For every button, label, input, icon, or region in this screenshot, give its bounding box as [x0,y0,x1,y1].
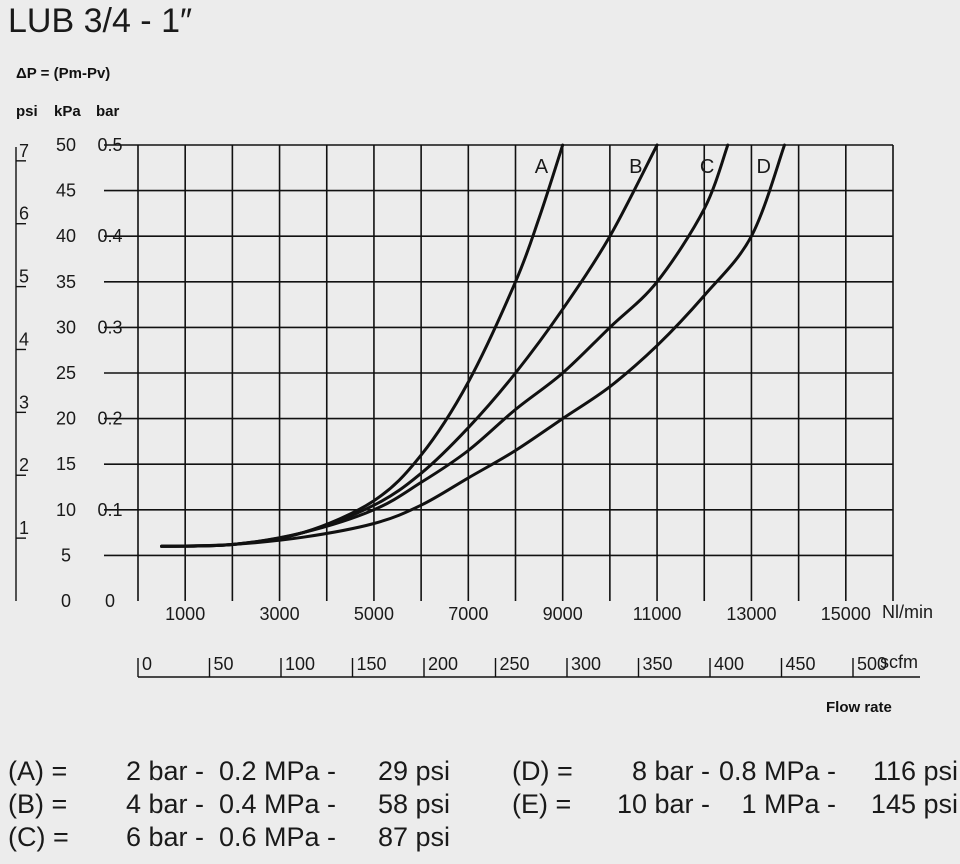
chart-title: LUB 3/4 - 1″ [8,2,192,40]
bar-tick-label: 0 [105,591,115,611]
x-tick-label: 15000 [821,604,871,624]
kpa-tick-label: 35 [56,272,76,292]
x-tick-label: 11000 [633,604,682,624]
series-d-label: D [756,156,770,178]
series-c-curve [160,143,730,548]
legend-psi-value: 29 psi [378,756,450,786]
legend-key: (A) = [8,756,67,786]
scfm-tick-label: 400 [714,654,744,674]
legend-key: (C) = [8,822,69,852]
legend-mpa-value: 1 MPa - [741,789,836,819]
pressure-legend: (A) = 2 bar - 0.2 MPa - 29 psi (B) = 4 bar - 0… [8,756,958,852]
kpa-tick-label: 0 [61,591,71,611]
scfm-tick-label: 100 [285,654,315,674]
kpa-axis-header: kPa [54,103,81,120]
series-a-curve [160,143,565,548]
legend-bar-value: 4 bar - [126,789,204,819]
kpa-tick-label: 20 [56,409,76,429]
scfm-tick-label: 300 [571,654,601,674]
chart-series: A B C D [160,143,786,548]
x-tick-label: 7000 [448,604,488,624]
kpa-tick-label: 15 [56,454,76,474]
kpa-tick-label: 30 [56,317,76,337]
psi-tick-label: 6 [19,204,29,224]
legend-bar-value: 6 bar - [126,822,204,852]
psi-tick-label: 5 [19,267,29,287]
legend-key: (B) = [8,789,67,819]
scfm-tick-label: 0 [142,654,152,674]
x-tick-label: 1000 [165,604,205,624]
legend-bar-value: 8 bar - [632,756,710,786]
scfm-tick-label: 150 [357,654,387,674]
psi-tick-label: 4 [19,329,29,349]
kpa-tick-label: 25 [56,363,76,383]
bar-tick-label: 0.2 [97,409,122,429]
x-axis-title: Flow rate [826,699,892,716]
scfm-tick-label: 200 [428,654,458,674]
series-a-label: A [535,156,549,178]
scfm-tick-label: 50 [214,654,234,674]
chart-axes: 12345670510152025303540455000.10.20.30.4… [15,135,920,678]
bar-tick-label: 0.4 [97,226,122,246]
bar-tick-label: 0.1 [97,500,122,520]
legend-mpa-value: 0.6 MPa - [219,822,336,852]
legend-psi-value: 58 psi [378,789,450,819]
x-tick-label: 9000 [543,604,583,624]
kpa-tick-label: 5 [61,545,71,565]
x-tick-label: 13000 [726,604,776,624]
bar-tick-label: 0.5 [97,135,122,155]
psi-tick-label: 2 [19,455,29,475]
chart-grid [104,144,894,601]
kpa-tick-label: 50 [56,135,76,155]
series-c-label: C [700,156,714,178]
x-unit-label: Nl/min [882,602,933,622]
series-d-curve [160,143,786,548]
scfm-tick-label: 450 [786,654,816,674]
series-b-curve [160,143,659,548]
kpa-tick-label: 40 [56,226,76,246]
scfm-unit-label: scfm [880,652,918,672]
legend-bar-value: 10 bar - [617,789,710,819]
series-b-label: B [629,156,642,178]
bar-axis-header: bar [96,103,120,120]
scfm-tick-label: 350 [643,654,673,674]
legend-key: (E) = [512,789,571,819]
kpa-tick-label: 10 [56,500,76,520]
kpa-tick-label: 45 [56,181,76,201]
legend-psi-value: 87 psi [378,822,450,852]
x-tick-label: 3000 [260,604,300,624]
psi-tick-label: 1 [19,518,29,538]
legend-psi-value: 116 psi [873,756,958,786]
legend-mpa-value: 0.4 MPa - [219,789,336,819]
psi-tick-label: 7 [19,141,29,161]
legend-mpa-value: 0.2 MPa - [219,756,336,786]
scfm-tick-label: 250 [500,654,530,674]
psi-tick-label: 3 [19,392,29,412]
legend-mpa-value: 0.8 MPa - [719,756,836,786]
delta-p-label: ΔP = (Pm-Pv) [16,65,110,82]
x-tick-label: 5000 [354,604,394,624]
bar-tick-label: 0.3 [97,317,122,337]
scfm-tick-label: 500 [857,654,887,674]
psi-axis-header: psi [16,103,38,120]
legend-psi-value: 145 psi [871,789,958,819]
legend-bar-value: 2 bar - [126,756,204,786]
legend-key: (D) = [512,756,573,786]
